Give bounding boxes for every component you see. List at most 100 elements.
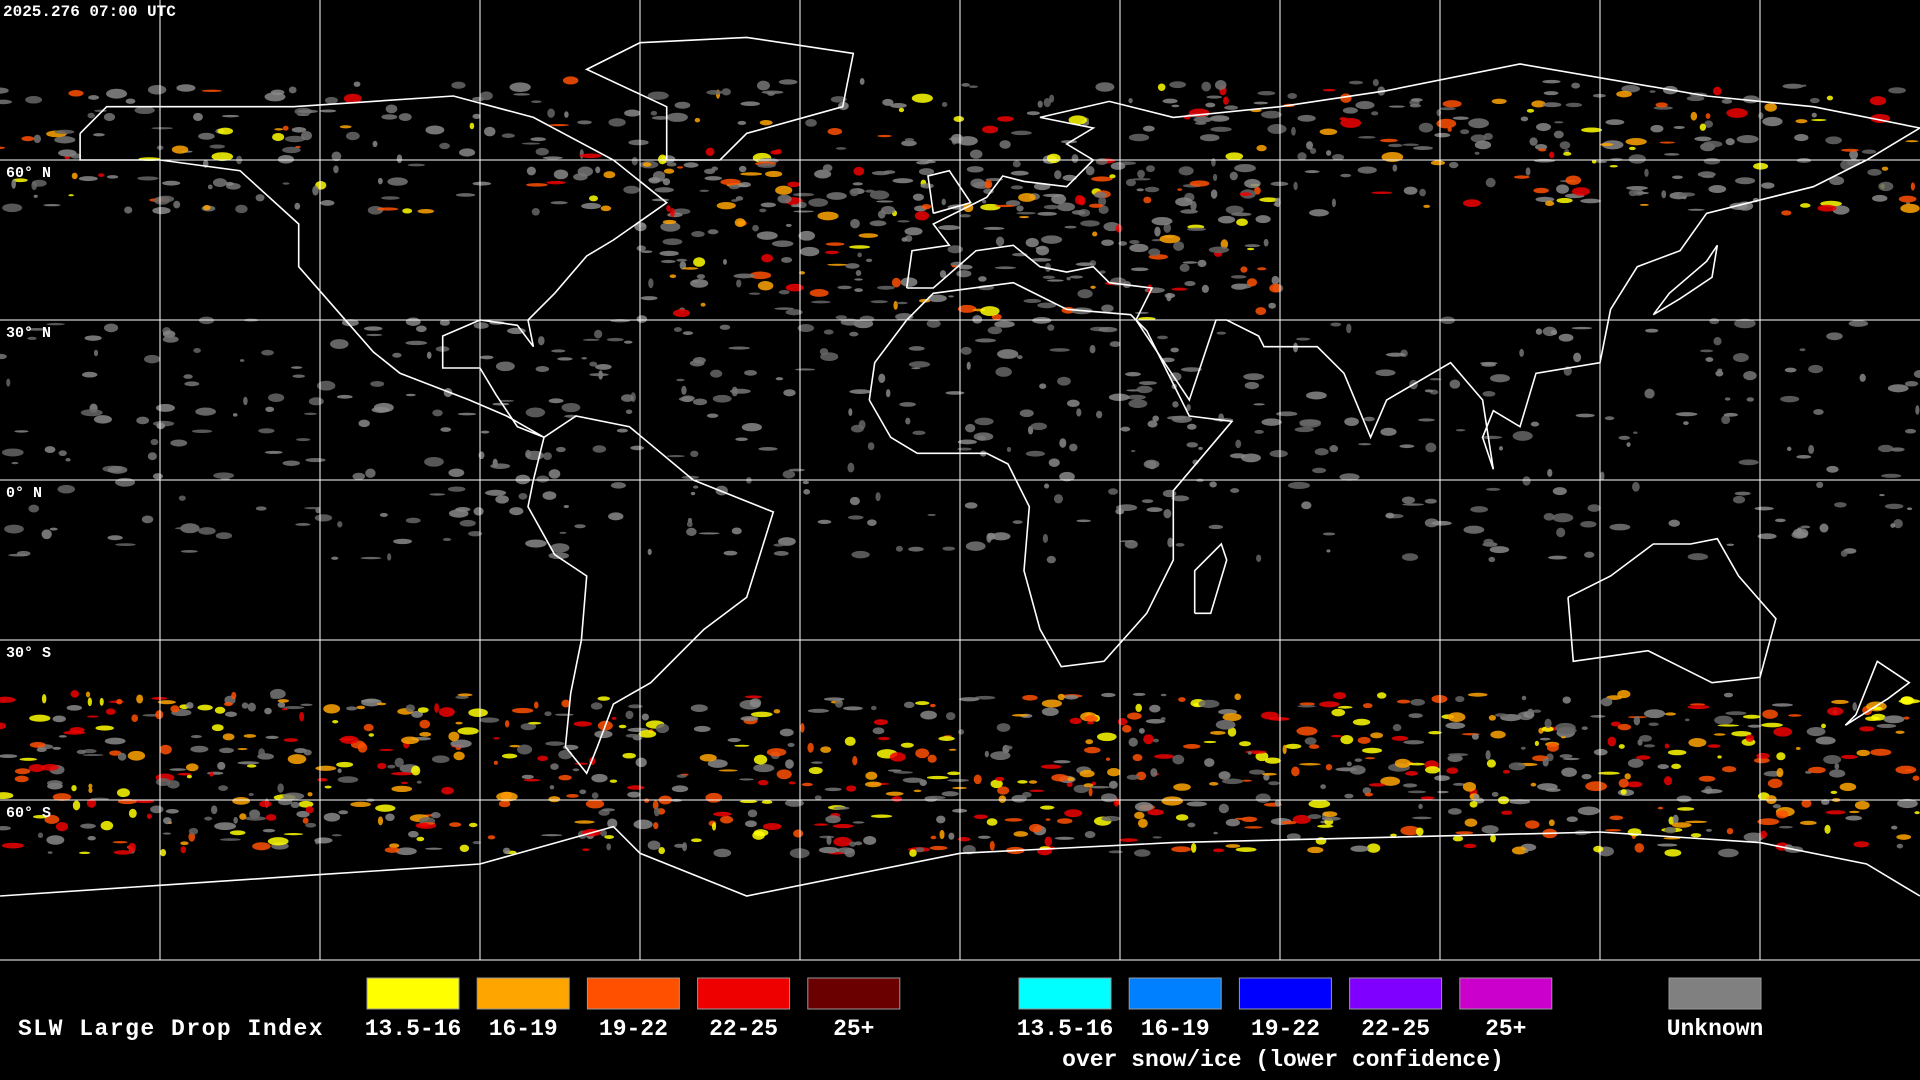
cloud: [1358, 443, 1372, 446]
cloud: [720, 178, 741, 186]
cloud: [788, 781, 796, 785]
cloud: [1881, 473, 1902, 478]
cloud: [57, 484, 75, 494]
cloud: [1152, 415, 1159, 422]
cloud: [1519, 348, 1524, 357]
cloud: [1896, 834, 1912, 840]
cloud: [865, 258, 873, 263]
cloud: [1870, 748, 1892, 756]
cloud: [361, 698, 382, 707]
cloud: [292, 374, 305, 378]
cloud: [1722, 766, 1737, 773]
cloud: [798, 230, 816, 241]
cloud: [1562, 696, 1571, 704]
cloud: [1204, 758, 1215, 767]
cloud: [877, 736, 890, 741]
cloud: [1006, 446, 1012, 453]
cloud: [1683, 421, 1689, 426]
cloud: [523, 778, 541, 782]
cloud: [744, 820, 757, 828]
cloud: [655, 723, 670, 734]
cloud: [331, 151, 342, 162]
cloud: [1388, 105, 1405, 108]
cloud: [0, 722, 7, 730]
cloud: [1742, 714, 1761, 719]
cloud: [1116, 504, 1138, 512]
cloud: [1362, 747, 1383, 754]
cloud: [525, 407, 546, 418]
cloud: [78, 176, 98, 182]
cloud: [1531, 100, 1546, 108]
cloud: [915, 847, 925, 853]
cloud: [601, 808, 616, 812]
cloud: [588, 195, 599, 202]
cloud: [1225, 818, 1240, 827]
cloud: [849, 496, 860, 506]
cloud: [918, 168, 935, 176]
cloud: [1193, 116, 1212, 123]
cloud: [1483, 538, 1494, 545]
cloud: [607, 818, 618, 829]
cloud: [1408, 762, 1425, 766]
cloud: [1069, 717, 1082, 725]
cloud: [1092, 231, 1098, 237]
cloud: [1025, 450, 1045, 457]
cloud: [1906, 507, 1913, 511]
cloud: [865, 189, 875, 193]
cloud: [1826, 465, 1839, 473]
cloud: [1171, 104, 1180, 108]
cloud: [1648, 722, 1659, 727]
cloud: [1042, 533, 1049, 543]
cloud: [1626, 186, 1648, 191]
cloud: [1296, 337, 1311, 341]
cloud: [265, 814, 277, 821]
cloud: [574, 820, 595, 824]
coastline: [927, 169, 972, 215]
cloud: [1772, 804, 1781, 809]
cloud: [1240, 453, 1261, 463]
cloud: [1225, 205, 1244, 215]
cloud: [47, 851, 53, 854]
cloud: [1545, 200, 1555, 206]
cloud: [258, 428, 275, 434]
cloud: [911, 367, 921, 370]
cloud: [1513, 175, 1530, 179]
cloud: [1236, 218, 1248, 227]
cloud: [1244, 381, 1260, 390]
cloud: [1439, 107, 1456, 111]
cloud: [502, 847, 511, 855]
cloud: [261, 349, 274, 356]
cloud: [1308, 799, 1331, 809]
cloud: [1149, 704, 1161, 713]
cloud: [740, 172, 763, 176]
cloud: [1244, 826, 1263, 829]
cloud: [966, 361, 971, 370]
cloud: [1391, 735, 1409, 741]
cloud: [1887, 384, 1909, 393]
cloud: [1555, 722, 1576, 733]
cloud: [455, 721, 463, 725]
cloud: [543, 452, 552, 461]
cloud: [600, 829, 608, 837]
cloud: [1294, 426, 1314, 433]
cloud: [731, 386, 738, 397]
cloud: [650, 110, 658, 116]
cloud: [401, 736, 419, 745]
cloud: [735, 196, 744, 201]
cloud: [1308, 209, 1329, 217]
cloud: [738, 165, 747, 173]
cloud: [837, 285, 852, 290]
cloud: [694, 117, 701, 123]
cloud: [1145, 165, 1155, 173]
cloud: [1827, 706, 1844, 716]
cloud: [973, 774, 982, 785]
cloud: [252, 842, 271, 851]
cloud: [405, 517, 421, 524]
cloud: [282, 125, 289, 131]
cloud: [1131, 449, 1136, 453]
cloud: [1209, 481, 1217, 488]
cloud: [595, 166, 601, 174]
cloud: [826, 192, 847, 200]
cloud: [773, 709, 781, 714]
cloud: [1482, 390, 1496, 397]
